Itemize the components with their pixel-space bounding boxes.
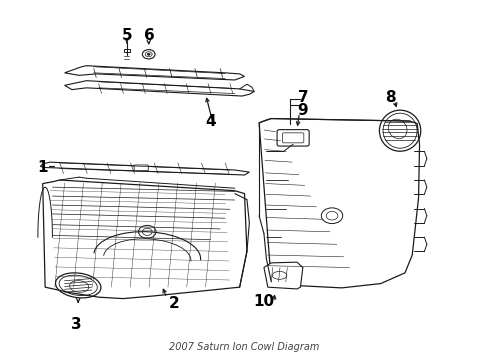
Text: 10: 10 xyxy=(253,294,274,309)
Polygon shape xyxy=(42,180,246,298)
Text: 8: 8 xyxy=(384,90,395,105)
Circle shape xyxy=(147,53,150,55)
FancyBboxPatch shape xyxy=(277,130,308,146)
Polygon shape xyxy=(64,81,254,96)
Text: 3: 3 xyxy=(71,317,82,332)
Text: 7: 7 xyxy=(297,90,307,105)
Text: 4: 4 xyxy=(205,113,215,129)
FancyBboxPatch shape xyxy=(123,49,129,53)
Polygon shape xyxy=(64,66,244,80)
Text: 2007 Saturn Ion Cowl Diagram: 2007 Saturn Ion Cowl Diagram xyxy=(169,342,319,352)
FancyBboxPatch shape xyxy=(134,165,148,171)
Text: 5: 5 xyxy=(122,28,132,43)
Text: 2: 2 xyxy=(168,296,179,311)
Text: 6: 6 xyxy=(144,28,155,43)
Polygon shape xyxy=(264,262,302,289)
Polygon shape xyxy=(40,162,249,175)
Text: 1: 1 xyxy=(38,160,48,175)
Polygon shape xyxy=(259,118,419,288)
FancyBboxPatch shape xyxy=(282,133,303,143)
Text: 9: 9 xyxy=(297,103,307,118)
